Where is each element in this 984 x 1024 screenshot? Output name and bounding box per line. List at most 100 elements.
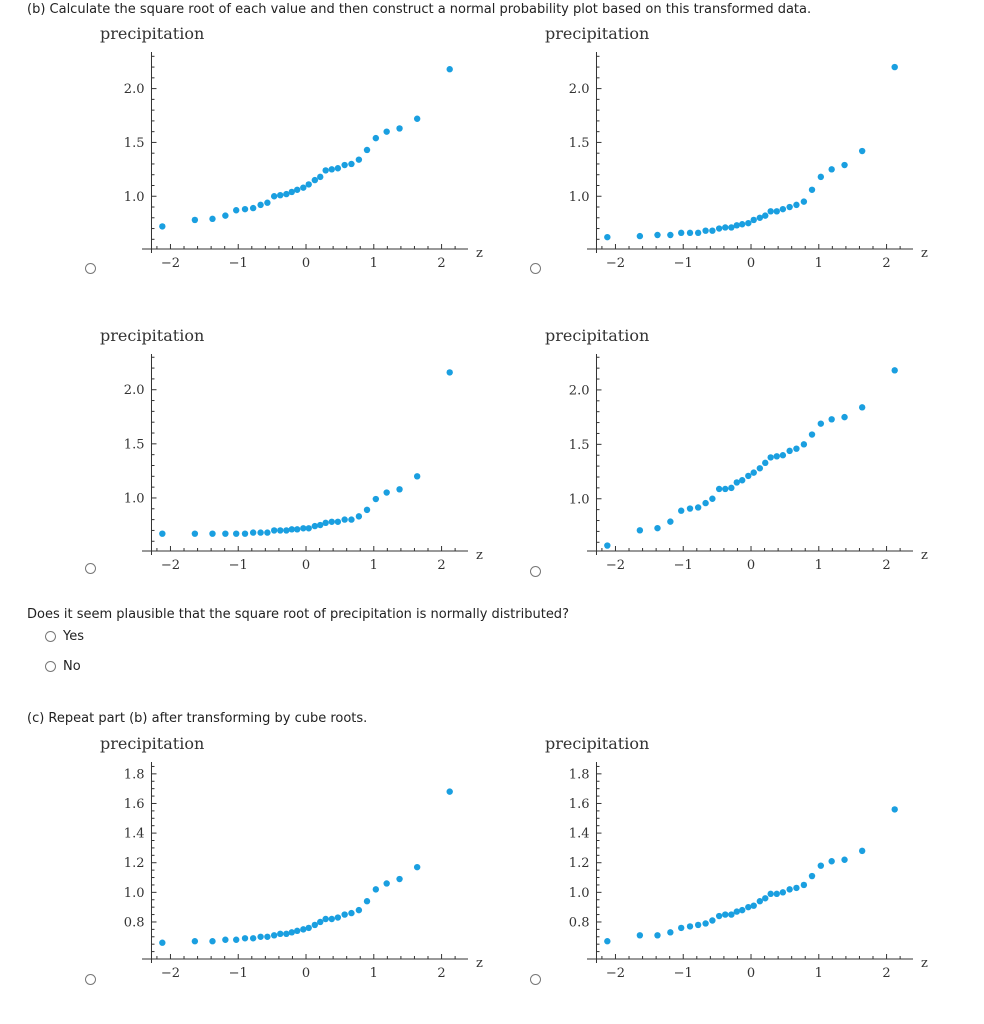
data-point: [317, 173, 324, 181]
data-point: [745, 903, 752, 911]
plot-1-radio[interactable]: [85, 263, 96, 274]
data-point: [355, 156, 363, 163]
x-tick-label: 0: [747, 558, 755, 573]
data-point: [311, 522, 319, 530]
data-point: [300, 184, 307, 191]
x-axis-label: z: [921, 956, 928, 971]
cube-plot-1-radio[interactable]: [85, 974, 96, 985]
data-point: [241, 935, 249, 942]
data-point: [270, 527, 278, 534]
option-yes[interactable]: Yes: [45, 629, 84, 644]
y-tick-label: 1.6: [569, 797, 590, 812]
data-point: [767, 208, 774, 215]
y-tick-label: 1.5: [569, 438, 590, 453]
data-point: [817, 173, 825, 181]
x-tick-label: 1: [815, 256, 823, 271]
data-point: [341, 161, 348, 169]
y-tick-label: 1.0: [124, 886, 145, 901]
x-tick-label: −1: [229, 558, 248, 573]
data-point: [249, 935, 257, 942]
cube-root-plot-2: precipitation z −2 −1 0 1 2 0.8 1.0 1.2 1.4 1.6 1.8: [545, 734, 928, 981]
yes-radio[interactable]: [45, 631, 56, 642]
data-point: [233, 207, 240, 214]
data-point: [222, 530, 229, 537]
y-tick-label: 1.4: [124, 827, 145, 842]
data-point: [322, 167, 329, 174]
data-point: [686, 505, 694, 512]
plot-4-radio[interactable]: [530, 566, 541, 577]
data-point: [786, 447, 793, 455]
y-tick-label: 1.5: [569, 136, 590, 151]
x-tick-label: −1: [674, 558, 693, 573]
data-point: [264, 529, 271, 536]
y-tick-label: 2.0: [569, 383, 590, 398]
data-point: [773, 208, 780, 215]
x-axis-label: z: [476, 956, 483, 971]
cube-plot-2-radio[interactable]: [530, 974, 541, 985]
y-axis-title: precipitation: [545, 24, 649, 43]
data-point: [793, 445, 800, 452]
data-point: [709, 917, 716, 924]
data-point: [800, 198, 808, 205]
data-point: [277, 930, 284, 938]
data-point: [294, 186, 301, 193]
data-point: [694, 921, 702, 929]
data-point: [396, 125, 403, 132]
yes-label: Yes: [63, 629, 84, 644]
data-point: [209, 530, 216, 537]
data-point: [636, 932, 644, 939]
data-point: [841, 413, 848, 421]
data-point: [678, 924, 685, 932]
data-point: [413, 863, 421, 871]
y-axis-title: precipitation: [100, 326, 204, 345]
data-point: [355, 906, 363, 914]
x-tick-label: 2: [437, 256, 445, 271]
y-axis-title: precipitation: [545, 326, 649, 345]
data-point: [715, 912, 723, 920]
x-tick-label: −2: [161, 966, 180, 981]
data-point: [667, 231, 674, 239]
data-point: [249, 204, 257, 212]
data-point: [233, 936, 240, 943]
data-point: [733, 479, 740, 486]
data-point: [283, 190, 290, 198]
data-point: [341, 516, 348, 523]
data-point: [604, 542, 611, 549]
x-axis-label: z: [476, 246, 483, 261]
data-point: [762, 212, 769, 219]
y-tick-label: 2.0: [569, 82, 590, 97]
data-point: [209, 215, 216, 223]
x-tick-label: −1: [674, 966, 693, 981]
data-point: [222, 936, 229, 943]
data-point: [678, 507, 685, 514]
data-point: [841, 161, 848, 169]
data-point: [288, 929, 295, 936]
data-point: [604, 233, 611, 241]
data-point: [294, 927, 301, 935]
option-no[interactable]: No: [45, 659, 81, 674]
data-point: [277, 191, 284, 199]
data-point: [667, 518, 674, 525]
x-axis-label: z: [921, 246, 928, 261]
data-point: [786, 886, 793, 893]
data-point: [891, 367, 898, 374]
data-point: [841, 856, 848, 863]
y-tick-label: 1.5: [124, 136, 145, 151]
x-tick-label: −2: [606, 558, 625, 573]
data-point: [257, 201, 264, 209]
plot-3-radio[interactable]: [85, 563, 96, 574]
y-tick-label: 2.0: [124, 82, 145, 97]
data-point: [773, 453, 780, 460]
data-point: [328, 518, 335, 525]
y-tick-label: 1.8: [124, 767, 145, 782]
data-point: [264, 199, 271, 206]
x-tick-label: 2: [882, 966, 890, 981]
plot-2-radio[interactable]: [530, 263, 541, 274]
data-point: [257, 933, 264, 940]
data-point: [383, 489, 390, 496]
x-tick-label: 2: [882, 558, 890, 573]
data-point: [317, 521, 324, 529]
data-point: [241, 530, 249, 537]
data-point: [858, 147, 866, 155]
no-radio[interactable]: [45, 661, 56, 672]
